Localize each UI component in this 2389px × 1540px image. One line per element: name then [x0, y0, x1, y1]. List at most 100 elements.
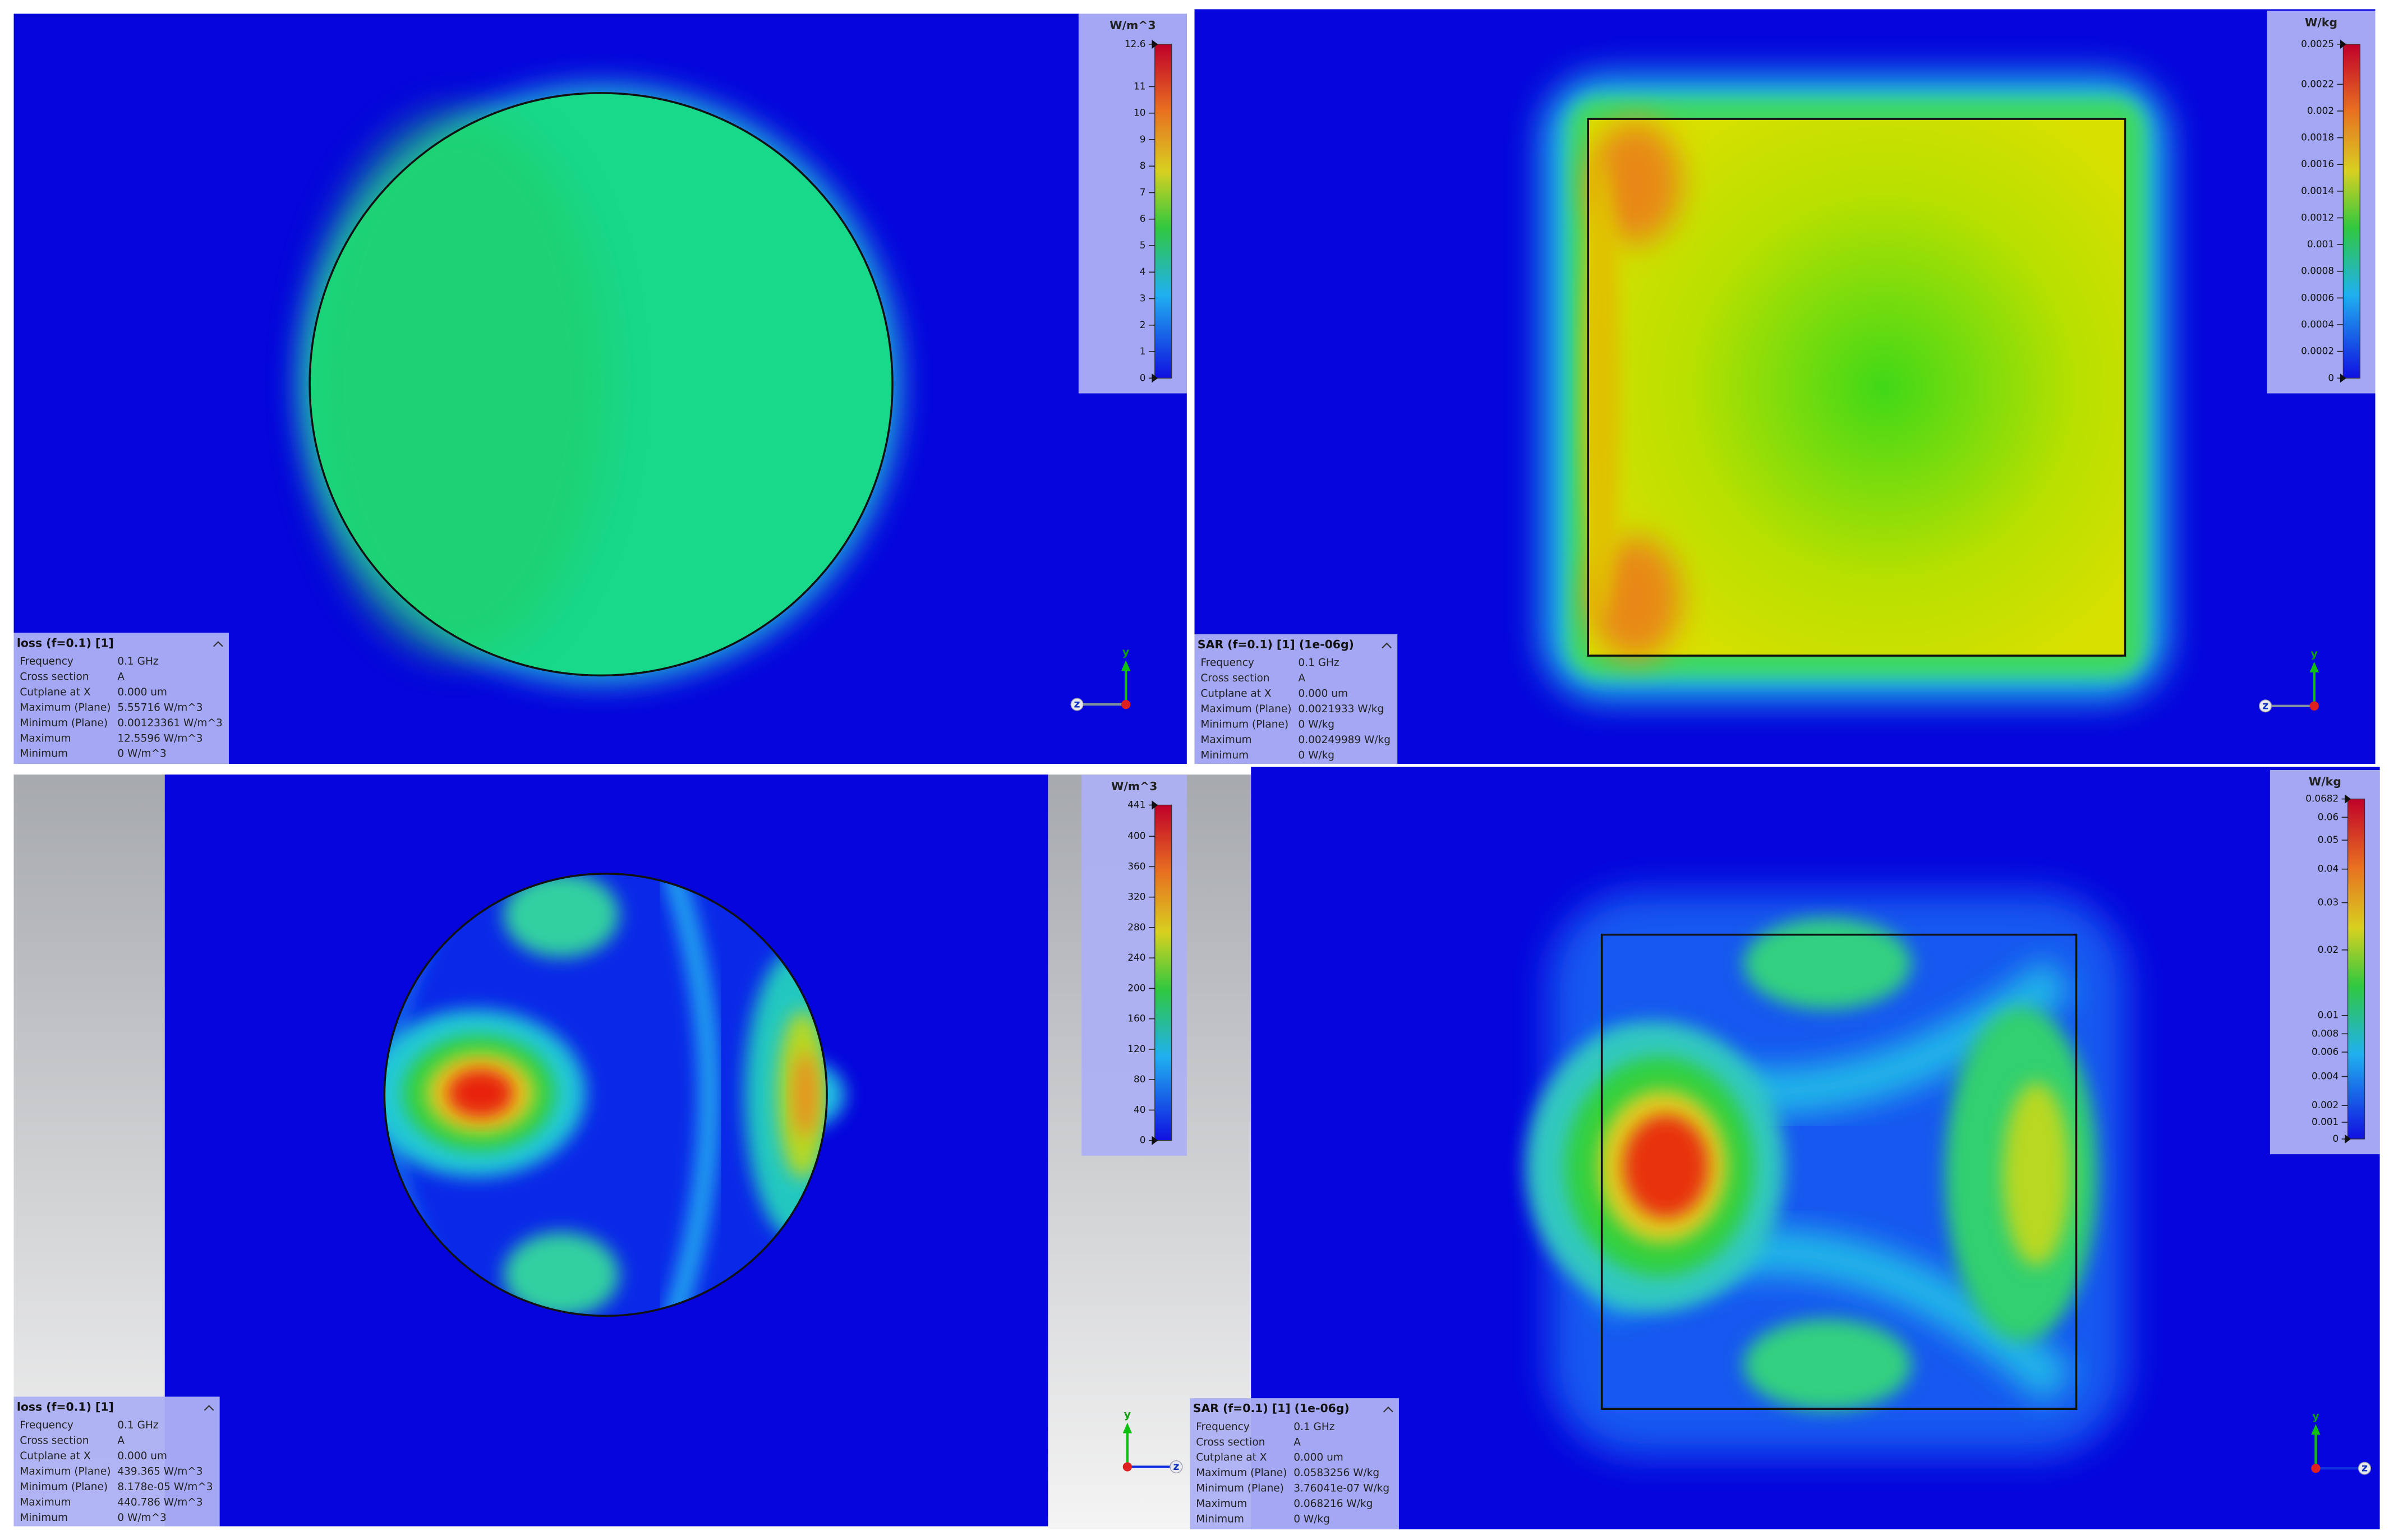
colorbar-tick-label: 0.0016 [2301, 158, 2334, 169]
info-panel [1194, 634, 1398, 764]
colorbar-unit: W/kg [2305, 16, 2337, 29]
info-key: Frequency [1196, 1421, 1250, 1433]
colorbar-tick-label: 0 [2328, 372, 2334, 383]
axis-label-y: y [2311, 648, 2318, 660]
colorbar-tick-label: 240 [1127, 952, 1145, 963]
ellipse-shape [1743, 917, 1912, 1009]
colorbar [2347, 798, 2365, 1140]
ellipse-shape [1584, 160, 1621, 618]
colorbar-tick-label: 0 [2333, 1133, 2339, 1144]
info-value: A [117, 671, 125, 683]
info-key: Maximum (Plane) [20, 702, 111, 713]
colorbar-tick-label: 3 [1140, 293, 1146, 304]
axis-y-head [1121, 660, 1131, 671]
colorbar-tick-label: 200 [1127, 982, 1145, 993]
colorbar-tick-label: 12.6 [1125, 38, 1146, 49]
ellipse-shape [2003, 1082, 2070, 1266]
info-value: 12.5596 W/m^3 [117, 732, 202, 744]
info-value: 0 W/m^3 [117, 1512, 166, 1524]
axis-label-y: y [1122, 646, 1130, 658]
axis-y-head [1122, 1422, 1132, 1433]
ellipse-shape [503, 873, 620, 958]
info-title: loss (f=0.1) [1] [17, 1400, 114, 1413]
colorbar-tick-label: 0 [1140, 1135, 1146, 1146]
colorbar-tick-label: 8 [1140, 160, 1146, 171]
info-value: 0.0583256 W/kg [1294, 1467, 1379, 1479]
axis-label-z: z [1173, 1460, 1179, 1473]
ellipse-shape [447, 1068, 514, 1118]
axis-label-bg [1170, 1460, 1183, 1474]
info-value: 0 W/kg [1298, 719, 1334, 731]
info-panel [1190, 1398, 1399, 1529]
info-key: Minimum (Plane) [20, 1481, 108, 1493]
info-key: Minimum (Plane) [20, 717, 108, 729]
info-key: Cutplane at X [20, 686, 90, 698]
circle-shape [309, 92, 894, 677]
info-value: 8.178e-05 W/m^3 [117, 1481, 213, 1493]
colorbar-tick-label: 9 [1140, 133, 1146, 145]
colorbar-tick-label: 0.0018 [2301, 132, 2334, 143]
colorbar-tick-label: 2 [1140, 319, 1146, 330]
colorbar-tick-label: 320 [1127, 891, 1145, 902]
g-shape [384, 873, 827, 1316]
colorbar-tick-label: 280 [1127, 921, 1145, 933]
axis-x [1122, 1462, 1132, 1472]
colorbar-tick-label: 0.02 [2318, 944, 2339, 955]
axis-x [2311, 1464, 2321, 1473]
info-panel [13, 633, 229, 764]
panel-3-field [13, 774, 1251, 1529]
info-value: 0.00123361 W/m^3 [117, 717, 222, 729]
colorbar-tick-label: 0.006 [2312, 1046, 2339, 1057]
info-key: Cutplane at X [20, 1450, 90, 1462]
panel-4-field [1251, 767, 2380, 1529]
colorbar-tick-label: 0.0008 [2301, 265, 2334, 276]
colorbar-unit: W/kg [2309, 775, 2341, 789]
info-key: Cross section [1196, 1436, 1265, 1448]
info-key: Cutplane at X [1196, 1452, 1267, 1464]
collapse-icon [1383, 1406, 1393, 1413]
rect-shape [1588, 119, 2125, 656]
colorbar [1154, 44, 1172, 379]
info-value: 0.1 GHz [117, 1419, 158, 1431]
colorbar-tick-label: 0.004 [2312, 1070, 2339, 1081]
circle-shape [384, 873, 827, 1316]
info-value: 0.000 um [117, 1450, 167, 1462]
colorbar [1154, 804, 1172, 1141]
colorbar [2342, 44, 2361, 379]
info-value: 0 W/kg [1294, 1514, 1330, 1525]
info-key: Cross section [20, 1435, 89, 1447]
colorbar-tick-label: 0.0022 [2301, 78, 2334, 89]
info-key: Maximum (Plane) [1196, 1467, 1287, 1479]
info-key: Minimum [20, 748, 68, 760]
info-key: Minimum [1200, 749, 1249, 761]
colorbar-tick-label: 120 [1127, 1043, 1145, 1054]
colorbar-tick-label: 0.002 [2307, 105, 2334, 116]
info-value: 0 W/kg [1298, 749, 1334, 761]
colorbar-tick-label: 5 [1140, 239, 1146, 251]
colorbar-tick-label: 0.008 [2312, 1027, 2339, 1039]
info-key: Minimum (Plane) [1196, 1483, 1284, 1495]
rect-shape [1600, 933, 2078, 1410]
info-value: A [1294, 1436, 1301, 1448]
info-key: Maximum [1200, 734, 1251, 746]
info-key: Maximum (Plane) [1200, 703, 1291, 715]
axis-label-z: z [1074, 698, 1080, 711]
colorbar-tick-label: 0.0012 [2301, 211, 2334, 223]
info-value: 0.1 GHz [117, 656, 158, 667]
info-key: Maximum [1196, 1498, 1247, 1510]
colorbar-tick-label: 4 [1140, 266, 1146, 277]
info-key: Cross section [20, 671, 89, 683]
axis-label-bg [2259, 699, 2272, 713]
ellipse-shape [793, 1052, 818, 1138]
info-key: Minimum [20, 1512, 68, 1524]
colorbar-tick-label: 0.0006 [2301, 292, 2334, 303]
info-title: SAR (f=0.1) [1] (1e-06g) [1193, 1401, 1350, 1415]
collapse-icon [1382, 642, 1392, 649]
rect-shape [1587, 118, 2126, 657]
colorbar-tick-label: 0 [1140, 372, 1146, 383]
info-value: 3.76041e-07 W/kg [1294, 1483, 1389, 1495]
info-key: Maximum [20, 1496, 71, 1508]
axis-y-head [2309, 661, 2319, 672]
info-value: 440.786 W/m^3 [117, 1496, 202, 1508]
